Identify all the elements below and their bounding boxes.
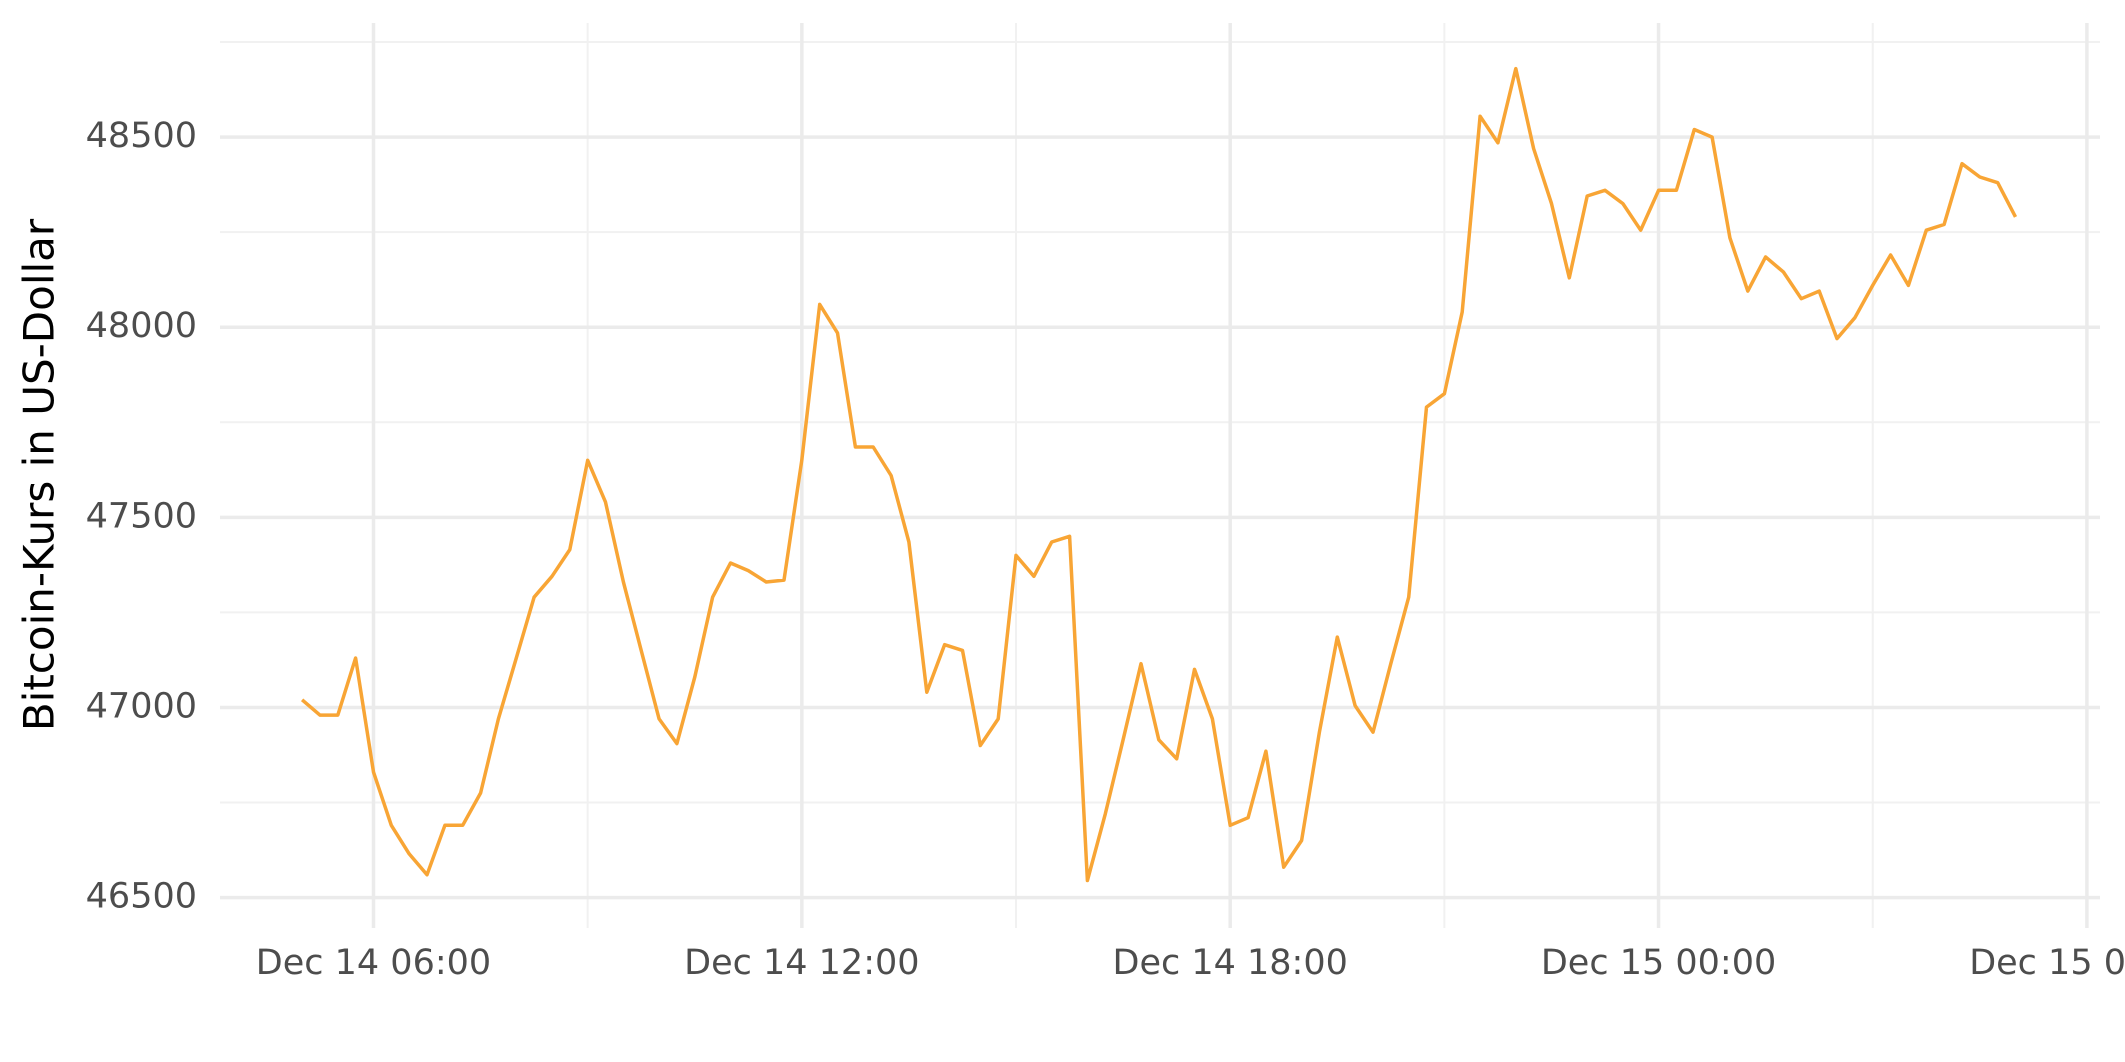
y-tick-label: 47000 xyxy=(86,686,197,726)
y-tick-label: 47500 xyxy=(86,496,197,536)
x-tick-label: Dec 14 18:00 xyxy=(1113,943,1348,983)
y-axis-title: Bitcoin-Kurs in US-Dollar xyxy=(15,218,64,731)
y-tick-label: 48000 xyxy=(86,306,197,346)
price-line xyxy=(300,66,2018,883)
y-tick-label: 46500 xyxy=(86,877,197,917)
x-tick-label: Dec 14 12:00 xyxy=(684,943,919,983)
x-tick-label: Dec 15 00:00 xyxy=(1541,943,1776,983)
x-tick-label: Dec 15 06:00 xyxy=(1969,943,2125,983)
x-tick-label: Dec 14 06:00 xyxy=(256,943,491,983)
y-tick-label: 48500 xyxy=(86,116,197,156)
